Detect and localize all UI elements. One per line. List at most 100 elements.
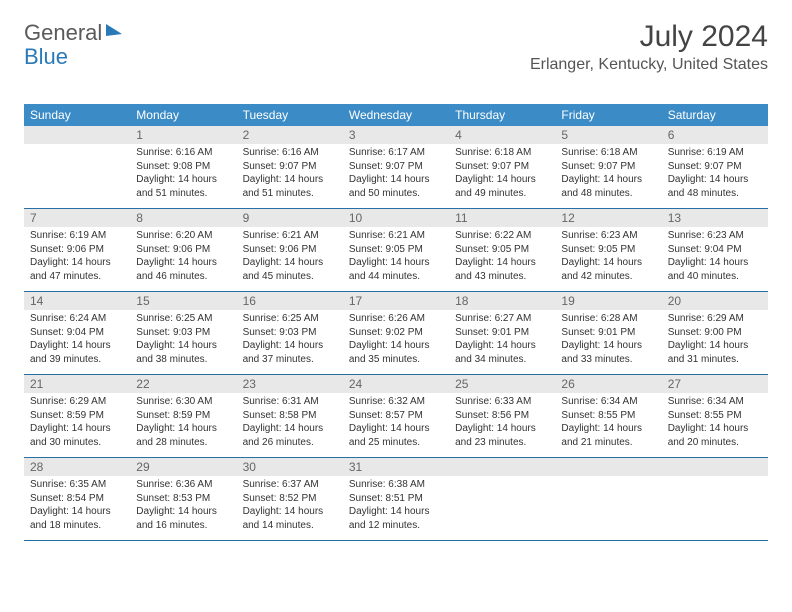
day-cell: 30Sunrise: 6:37 AMSunset: 8:52 PMDayligh… <box>237 458 343 540</box>
day-cell: 13Sunrise: 6:23 AMSunset: 9:04 PMDayligh… <box>662 209 768 291</box>
title-block: July 2024 Erlanger, Kentucky, United Sta… <box>530 20 768 74</box>
day-number: 16 <box>237 292 343 310</box>
day-line: Sunrise: 6:20 AM <box>136 229 230 243</box>
day-line: Daylight: 14 hours <box>349 173 443 187</box>
week-row: 21Sunrise: 6:29 AMSunset: 8:59 PMDayligh… <box>24 375 768 458</box>
day-line: and 44 minutes. <box>349 270 443 284</box>
day-line: Daylight: 14 hours <box>668 173 762 187</box>
day-line: and 28 minutes. <box>136 436 230 450</box>
day-line: Daylight: 14 hours <box>136 422 230 436</box>
day-cell: 12Sunrise: 6:23 AMSunset: 9:05 PMDayligh… <box>555 209 661 291</box>
day-number: 26 <box>555 375 661 393</box>
dow-cell: Monday <box>130 104 236 126</box>
day-line: Sunset: 8:55 PM <box>668 409 762 423</box>
day-cell: 20Sunrise: 6:29 AMSunset: 9:00 PMDayligh… <box>662 292 768 374</box>
day-content: Sunrise: 6:25 AMSunset: 9:03 PMDaylight:… <box>237 310 343 370</box>
day-line: Daylight: 14 hours <box>136 173 230 187</box>
day-cell: 24Sunrise: 6:32 AMSunset: 8:57 PMDayligh… <box>343 375 449 457</box>
day-line: Daylight: 14 hours <box>455 422 549 436</box>
day-line: and 34 minutes. <box>455 353 549 367</box>
day-line: and 43 minutes. <box>455 270 549 284</box>
logo-text-general: General <box>24 20 102 46</box>
day-number: 18 <box>449 292 555 310</box>
day-number: 7 <box>24 209 130 227</box>
day-line: Sunrise: 6:21 AM <box>243 229 337 243</box>
day-content: Sunrise: 6:20 AMSunset: 9:06 PMDaylight:… <box>130 227 236 287</box>
day-content: Sunrise: 6:25 AMSunset: 9:03 PMDaylight:… <box>130 310 236 370</box>
day-line: Daylight: 14 hours <box>243 339 337 353</box>
logo-triangle-icon <box>106 24 122 36</box>
day-cell: 21Sunrise: 6:29 AMSunset: 8:59 PMDayligh… <box>24 375 130 457</box>
day-number: 22 <box>130 375 236 393</box>
day-content: Sunrise: 6:30 AMSunset: 8:59 PMDaylight:… <box>130 393 236 453</box>
day-line: Daylight: 14 hours <box>561 256 655 270</box>
logo: General <box>24 20 124 46</box>
day-line: Sunrise: 6:36 AM <box>136 478 230 492</box>
day-line: and 14 minutes. <box>243 519 337 533</box>
day-line: Daylight: 14 hours <box>349 505 443 519</box>
day-cell: 8Sunrise: 6:20 AMSunset: 9:06 PMDaylight… <box>130 209 236 291</box>
day-content: Sunrise: 6:23 AMSunset: 9:05 PMDaylight:… <box>555 227 661 287</box>
day-content: Sunrise: 6:34 AMSunset: 8:55 PMDaylight:… <box>555 393 661 453</box>
day-line: Daylight: 14 hours <box>561 339 655 353</box>
day-number: 8 <box>130 209 236 227</box>
day-number: 31 <box>343 458 449 476</box>
day-content: Sunrise: 6:27 AMSunset: 9:01 PMDaylight:… <box>449 310 555 370</box>
day-line: and 39 minutes. <box>30 353 124 367</box>
day-line: Sunrise: 6:33 AM <box>455 395 549 409</box>
day-line: Daylight: 14 hours <box>455 256 549 270</box>
day-line: Sunset: 9:07 PM <box>349 160 443 174</box>
day-line: Sunset: 9:02 PM <box>349 326 443 340</box>
day-content: Sunrise: 6:23 AMSunset: 9:04 PMDaylight:… <box>662 227 768 287</box>
dow-cell: Thursday <box>449 104 555 126</box>
day-cell: 11Sunrise: 6:22 AMSunset: 9:05 PMDayligh… <box>449 209 555 291</box>
day-line: Sunset: 9:06 PM <box>30 243 124 257</box>
day-line: Sunrise: 6:22 AM <box>455 229 549 243</box>
day-line: Sunrise: 6:28 AM <box>561 312 655 326</box>
day-content: Sunrise: 6:16 AMSunset: 9:08 PMDaylight:… <box>130 144 236 204</box>
day-line: Sunrise: 6:25 AM <box>136 312 230 326</box>
day-line: and 12 minutes. <box>349 519 443 533</box>
day-line: Daylight: 14 hours <box>243 505 337 519</box>
day-line: Sunrise: 6:16 AM <box>136 146 230 160</box>
day-line: and 45 minutes. <box>243 270 337 284</box>
day-line: and 20 minutes. <box>668 436 762 450</box>
day-number: 1 <box>130 126 236 144</box>
day-line: Sunset: 9:05 PM <box>349 243 443 257</box>
day-number: 13 <box>662 209 768 227</box>
day-line: Daylight: 14 hours <box>243 422 337 436</box>
day-number: 12 <box>555 209 661 227</box>
day-line: and 51 minutes. <box>243 187 337 201</box>
day-number: 14 <box>24 292 130 310</box>
day-line: and 18 minutes. <box>30 519 124 533</box>
day-number <box>24 126 130 144</box>
day-line: Sunset: 9:00 PM <box>668 326 762 340</box>
day-cell: 23Sunrise: 6:31 AMSunset: 8:58 PMDayligh… <box>237 375 343 457</box>
day-line: and 16 minutes. <box>136 519 230 533</box>
day-line: Sunrise: 6:23 AM <box>668 229 762 243</box>
day-line: Sunrise: 6:18 AM <box>455 146 549 160</box>
day-line: Daylight: 14 hours <box>30 505 124 519</box>
day-line: and 42 minutes. <box>561 270 655 284</box>
day-line: Sunrise: 6:19 AM <box>30 229 124 243</box>
day-number: 4 <box>449 126 555 144</box>
day-line: Sunset: 8:55 PM <box>561 409 655 423</box>
day-content: Sunrise: 6:21 AMSunset: 9:06 PMDaylight:… <box>237 227 343 287</box>
calendar-page: General July 2024 Erlanger, Kentucky, Un… <box>0 0 792 561</box>
day-line: Sunrise: 6:31 AM <box>243 395 337 409</box>
day-number: 10 <box>343 209 449 227</box>
day-content: Sunrise: 6:29 AMSunset: 9:00 PMDaylight:… <box>662 310 768 370</box>
day-line: Sunset: 9:05 PM <box>455 243 549 257</box>
day-number: 5 <box>555 126 661 144</box>
day-number: 9 <box>237 209 343 227</box>
day-number: 28 <box>24 458 130 476</box>
day-content: Sunrise: 6:36 AMSunset: 8:53 PMDaylight:… <box>130 476 236 536</box>
day-cell <box>24 126 130 208</box>
day-content: Sunrise: 6:28 AMSunset: 9:01 PMDaylight:… <box>555 310 661 370</box>
day-cell: 14Sunrise: 6:24 AMSunset: 9:04 PMDayligh… <box>24 292 130 374</box>
day-line: and 31 minutes. <box>668 353 762 367</box>
day-line: and 38 minutes. <box>136 353 230 367</box>
day-line: Sunrise: 6:29 AM <box>668 312 762 326</box>
day-content: Sunrise: 6:21 AMSunset: 9:05 PMDaylight:… <box>343 227 449 287</box>
day-cell: 16Sunrise: 6:25 AMSunset: 9:03 PMDayligh… <box>237 292 343 374</box>
